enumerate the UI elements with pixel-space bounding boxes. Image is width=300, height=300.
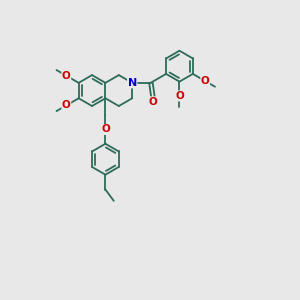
Text: O: O: [62, 100, 71, 110]
Text: O: O: [148, 97, 158, 107]
Text: O: O: [175, 91, 184, 101]
Text: N: N: [128, 78, 137, 88]
Text: O: O: [62, 71, 71, 81]
Text: O: O: [201, 76, 210, 86]
Text: O: O: [101, 124, 110, 134]
